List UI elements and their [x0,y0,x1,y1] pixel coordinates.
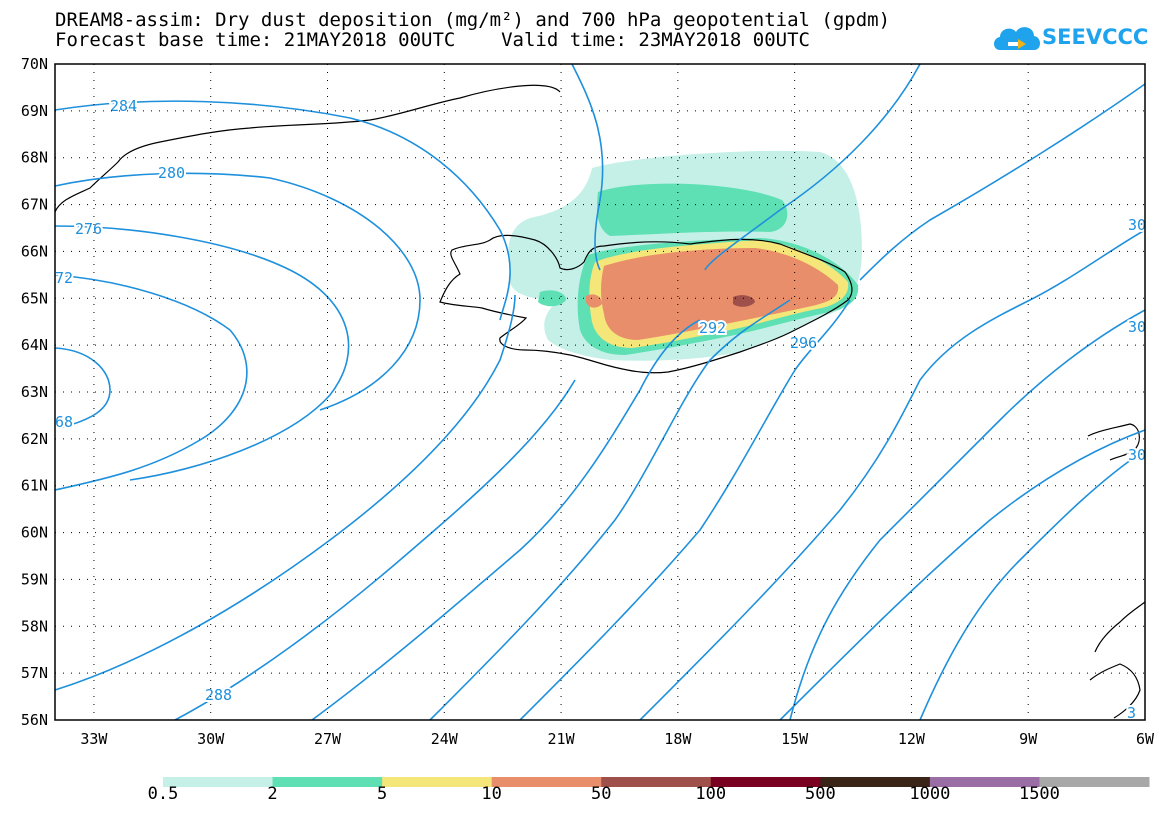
lon-tick-label: 9W [1019,730,1038,748]
legend-threshold-label: 2 [267,784,278,804]
legend-swatch [929,777,1040,787]
contour-label: 3 [1127,704,1136,722]
legend-swatch [382,777,493,787]
contour-label: 292 [699,319,726,337]
map-frame [54,63,1146,721]
legend-swatch [1039,777,1150,787]
legend-threshold-label: 10 [481,784,502,804]
dust-area-50 [733,295,755,307]
legend-swatch [272,777,383,787]
legend-threshold-label: 1000 [909,784,951,804]
lon-tick-label: 24W [431,730,459,748]
lat-tick-label: 61N [21,477,48,495]
legend-threshold-label: 50 [590,784,612,804]
contour-label: 276 [75,220,102,238]
lon-tick-label: 33W [80,730,108,748]
coastlines [54,84,1146,719]
contour-label: 68 [55,413,73,431]
contour-label: 288 [205,686,232,704]
contour-northeast [859,83,1146,281]
lon-tick-label: 21W [548,730,576,748]
scandinavia-coastline [1087,423,1140,461]
legend-swatch [820,777,931,787]
contour-label: 284 [110,97,137,115]
dust-area-2 [597,183,788,236]
contour-284 [54,100,511,321]
lat-tick-label: 58N [21,617,48,635]
legend-swatch [710,777,821,787]
contour-268 [54,347,111,429]
contour-label: 30 [1128,318,1146,336]
contour-label: 72 [55,269,73,287]
lat-tick-label: 67N [21,196,48,214]
greenland-coastline [54,84,561,213]
lon-tick-label: 18W [664,730,692,748]
lat-tick-label: 56N [21,711,48,729]
logo-text: SEEVCCC [1042,25,1149,49]
lat-tick-label: 65N [21,289,48,307]
legend-swatch [491,777,602,787]
lat-tick-label: 57N [21,664,48,682]
lat-tick-label: 66N [21,242,48,260]
contour-300b [779,429,1146,721]
contour-296 [519,299,851,721]
contour-east2 [919,449,1146,721]
lat-tick-label: 63N [21,383,48,401]
legend-swatch [601,777,712,787]
legend-threshold-label: 100 [695,784,727,804]
contour-north2 [704,63,921,271]
contour-288 [54,294,516,691]
contour-300 [639,229,1146,721]
scotland-coastline [1089,601,1146,719]
legend-threshold-label: 500 [804,784,836,804]
legend-threshold-label: 1500 [1018,784,1060,804]
contour-292b [429,299,791,721]
contour-276 [54,225,350,481]
contour-272 [54,274,248,491]
dust-field [508,150,862,361]
color-legend [163,772,1151,791]
lon-tick-label: 27W [314,730,342,748]
lat-tick-label: 59N [21,570,48,588]
contour-north [571,63,604,271]
map-subtitle: Forecast base time: 21MAY2018 00UTC Vali… [55,29,810,51]
dust-area-10-west [586,294,602,308]
lat-tick-label: 70N [21,55,48,73]
lon-tick-label: 30W [197,730,225,748]
contour-label: 296 [790,334,817,352]
dust-area-10 [601,248,839,340]
lon-tick-label: 6W [1136,730,1155,748]
lat-tick-label: 69N [21,102,48,120]
contour-labels: 284 280 276 72 68 288 292 296 30 30 30 3 [53,95,1148,724]
lat-tick-label: 68N [21,149,48,167]
lat-tick-label: 60N [21,524,48,542]
contour-label: 280 [158,164,185,182]
lat-tick-label: 64N [21,336,48,354]
contour-280 [54,172,421,411]
contour-288b [174,379,576,721]
contour-label: 30 [1128,216,1146,234]
geopotential-contours [54,63,1146,721]
contour-label: 30 [1128,446,1146,464]
lon-tick-label: 12W [898,730,926,748]
map-title: DREAM8-assim: Dry dust deposition (mg/m²… [55,9,891,31]
legend-colorbar [163,777,1150,787]
graticule [55,64,1145,720]
lat-tick-label: 62N [21,430,48,448]
iceland-coastline [439,234,853,374]
contour-east [789,309,1146,721]
cloud-logo-icon [994,27,1040,50]
seevccc-logo: SEEVCCC [990,18,1150,58]
legend-swatch [163,777,274,787]
legend-threshold-label: 5 [376,784,388,804]
lon-tick-label: 15W [781,730,809,748]
tick-labels: 70N 69N 68N 67N 66N 65N 64N 63N 62N 61N 60N 59N 58N 5… [21,55,1155,748]
legend-threshold-label: 0.5 [147,784,179,804]
contour-292 [311,319,701,721]
